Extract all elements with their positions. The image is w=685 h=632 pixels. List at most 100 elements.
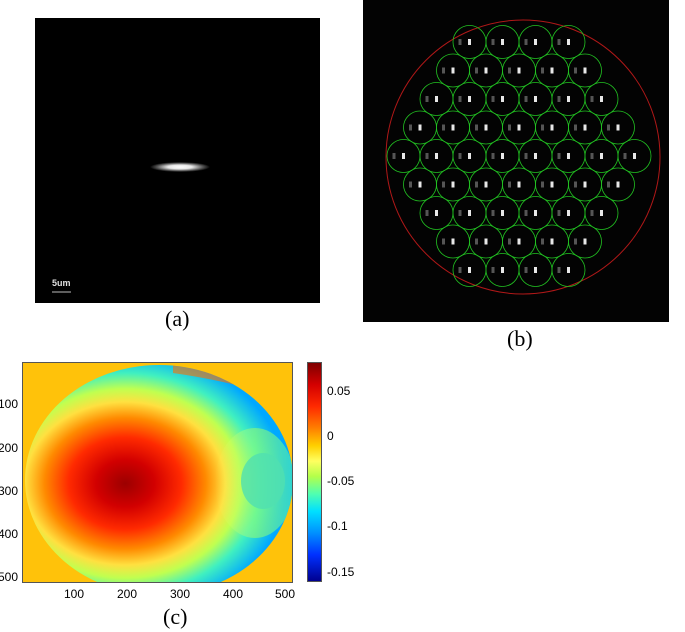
fiber-side-spot: [541, 238, 544, 245]
fiber-side-spot: [508, 67, 511, 74]
fiber-spot: [468, 96, 471, 102]
fiber-side-spot: [409, 181, 412, 188]
fiber-spot: [468, 153, 471, 159]
fiber-core-circle: [551, 25, 586, 59]
fiber-spot: [501, 39, 504, 45]
fiber-side-spot: [425, 153, 429, 159]
fiber-side-spot: [574, 67, 577, 74]
y-tick-300: 300: [0, 484, 19, 498]
fiber-side-spot: [541, 124, 544, 131]
colorbar-tick-neg0.05: -0.05: [327, 474, 355, 488]
fiber-side-spot: [409, 124, 412, 131]
fiber-side-spot: [590, 153, 594, 159]
fiber-spot: [451, 238, 455, 245]
fiber-spot: [418, 181, 422, 188]
fiber-spot: [484, 181, 488, 188]
fiber-side-spot: [442, 67, 445, 74]
panel-b-image: [363, 0, 669, 322]
panel-a-image: 5um: [35, 18, 320, 303]
fiber-spot: [435, 96, 438, 102]
fiber-side-spot: [458, 96, 462, 102]
fiber-side-spot: [607, 181, 610, 188]
caption-b: (b): [507, 326, 533, 351]
fiber-spot: [402, 153, 405, 159]
right-minimum: [241, 453, 285, 509]
fiber-side-spot: [557, 39, 561, 45]
fiber-side-spot: [541, 67, 544, 74]
fiber-spot: [517, 67, 521, 74]
colorbar-tick-0: 0: [327, 429, 334, 443]
fiber-side-spot: [442, 238, 445, 245]
fiber-spot: [583, 124, 587, 131]
fiber-side-spot: [442, 181, 445, 188]
fiber-side-spot: [590, 210, 594, 216]
fiber-side-spot: [491, 39, 495, 45]
fiber-side-spot: [458, 267, 462, 273]
fiber-core-circle: [568, 53, 602, 88]
x-tick-500: 500: [274, 587, 296, 601]
fiber-spot: [567, 210, 570, 216]
wavefront-map: [25, 365, 293, 582]
y-tick-200: 200: [0, 441, 19, 455]
fiber-spot: [451, 124, 455, 131]
fiber-side-spot: [508, 181, 511, 188]
fiber-spot: [501, 210, 504, 216]
fiber-core-circle: [568, 224, 602, 259]
fiber-spot: [600, 210, 603, 216]
fiber-spot: [435, 210, 438, 216]
fiber-side-spot: [425, 96, 429, 102]
fiber-spot: [583, 238, 587, 245]
fiber-side-spot: [524, 39, 528, 45]
fiber-spot: [600, 96, 603, 102]
fiber-side-spot: [574, 238, 577, 245]
fiber-spot: [550, 67, 554, 74]
fiber-spot: [534, 39, 537, 45]
fiber-side-spot: [508, 124, 511, 131]
fiber-spot: [567, 267, 570, 273]
caption-a: (a): [165, 306, 190, 331]
fiber-side-spot: [491, 210, 495, 216]
fiber-spot: [501, 96, 504, 102]
fiber-spot: [468, 267, 471, 273]
fiber-side-spot: [541, 181, 544, 188]
fiber-core-circle: [584, 196, 619, 230]
scale-bar-label: 5um: [52, 278, 71, 288]
fiber-side-spot: [557, 153, 561, 159]
panel-c-heatmap: [22, 362, 293, 583]
fiber-spot: [501, 153, 504, 159]
fiber-spot: [517, 238, 521, 245]
fiber-spot: [550, 238, 554, 245]
fiber-spot: [484, 238, 488, 245]
fiber-side-spot: [475, 67, 478, 74]
fiber-spot: [550, 181, 554, 188]
fiber-side-spot: [607, 124, 610, 131]
fiber-side-spot: [442, 124, 445, 131]
fiber-side-spot: [458, 39, 462, 45]
colorbar-tick-0.05: 0.05: [327, 384, 351, 398]
fiber-core-circle: [617, 139, 652, 173]
fiber-side-spot: [524, 153, 528, 159]
fiber-side-spot: [524, 96, 528, 102]
fiber-core-circle: [601, 110, 635, 145]
colorbar-tick-neg0.1: -0.1: [327, 519, 348, 533]
outer-circle: [385, 19, 661, 295]
fiber-spot: [616, 181, 620, 188]
fiber-spot: [418, 124, 422, 131]
fiber-core-circle: [601, 167, 635, 202]
fiber-spot: [484, 67, 488, 74]
fiber-side-spot: [475, 124, 478, 131]
fiber-side-spot: [574, 124, 577, 131]
fiber-spot: [550, 124, 554, 131]
x-tick-100: 100: [63, 587, 85, 601]
fiber-side-spot: [491, 267, 495, 273]
fiber-spot: [517, 124, 521, 131]
fiber-spot: [435, 153, 438, 159]
bright-spot: [150, 162, 210, 172]
fiber-spot: [583, 67, 587, 74]
fiber-side-spot: [458, 153, 462, 159]
y-tick-100: 100: [0, 397, 19, 411]
fiber-spot: [451, 67, 455, 74]
fiber-bundle-image: [385, 19, 661, 295]
fiber-spot: [534, 96, 537, 102]
fiber-spot: [583, 181, 587, 188]
